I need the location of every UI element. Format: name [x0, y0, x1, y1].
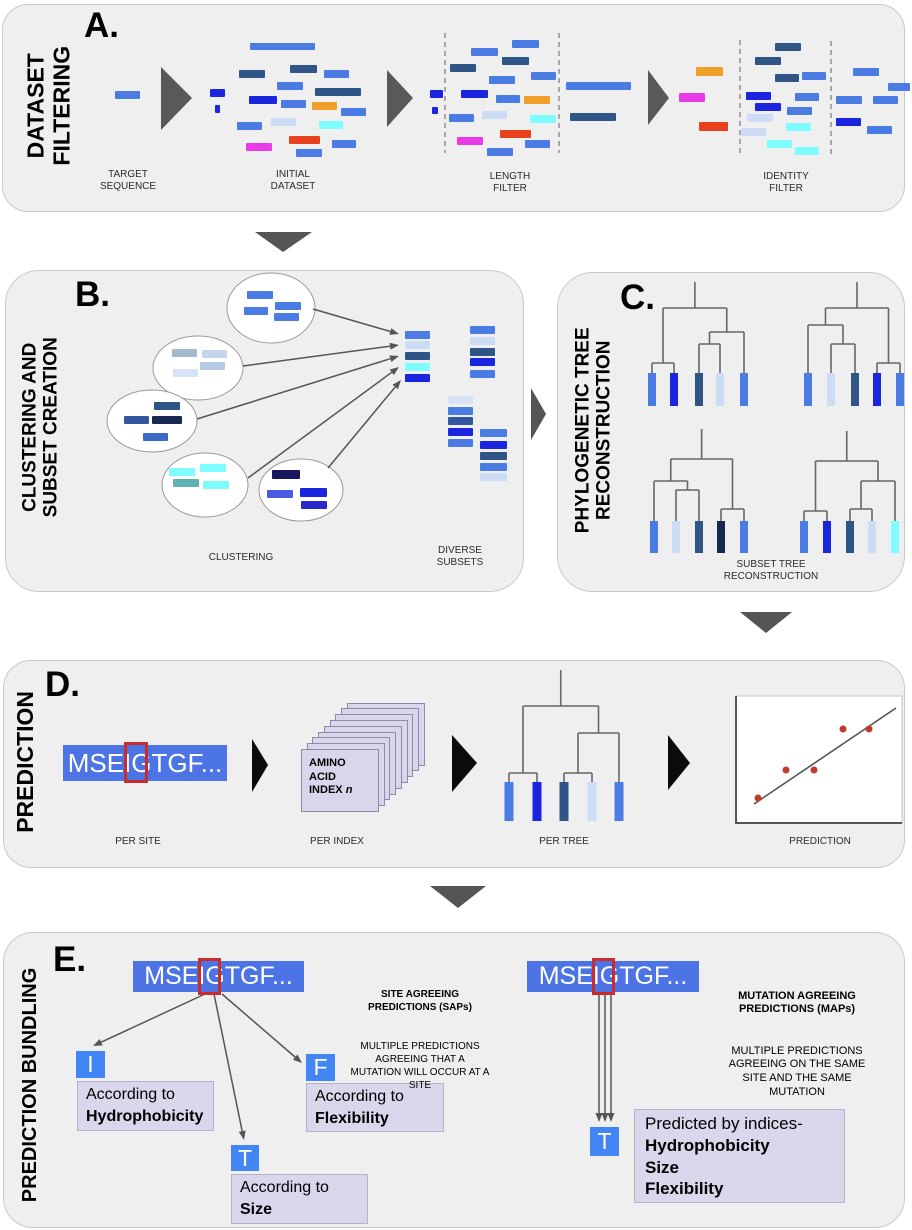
side-label-prediction-bundling: PREDICTION BUNDLING — [18, 967, 41, 1203]
mutation-site-highlight-sap — [198, 958, 221, 995]
side-label-dataset-filtering: DATASET FILTERING — [22, 45, 74, 166]
note-keyword: Size — [645, 1157, 680, 1177]
note-size: According to Size — [231, 1174, 368, 1224]
caption-prediction: PREDICTION — [789, 836, 851, 847]
doc-line-index-n: n — [345, 784, 353, 796]
mutation-site-highlight-map — [592, 958, 615, 995]
map-title: MUTATION AGREEING PREDICTIONS (MAPs) — [738, 989, 856, 1016]
doc-line-index: INDEX — [309, 784, 346, 796]
panel-d-letter: D. — [45, 665, 80, 704]
map-body: MULTIPLE PREDICTIONS AGREEING ON THE SAM… — [728, 1044, 866, 1098]
note-line: Predicted by indices- — [645, 1114, 803, 1133]
residue-box-i: I — [76, 1051, 105, 1078]
panel-a-letter: A. — [84, 6, 119, 45]
note-line: According to — [315, 1088, 404, 1105]
caption-initial-dataset: INITIAL DATASET — [270, 169, 316, 192]
panel-b-letter: B. — [75, 275, 110, 314]
caption-length-filter: LENGTH FILTER — [489, 171, 531, 194]
side-label-phylogenetic-tree-reconstruction: PHYLOGENETIC TREE RECONSTRUCTION — [572, 327, 615, 534]
caption-target-sequence: TARGET SEQUENCE — [99, 169, 157, 192]
note-keyword: Hydrophobicity — [645, 1135, 770, 1155]
caption-per-site: PER SITE — [115, 836, 161, 847]
note-flexibility: According to Flexibility — [306, 1083, 444, 1132]
note-keyword: Hydrophobicity — [86, 1108, 204, 1126]
note-line: According to — [86, 1086, 175, 1103]
doc-line-amino: AMINO — [309, 757, 346, 769]
panel-c-letter: C. — [620, 278, 655, 317]
sap-definition: SITE AGREEING PREDICTIONS (SAPs) MULTIPL… — [345, 962, 495, 1118]
caption-identity-filter: IDENTITY FILTER — [763, 171, 809, 194]
caption-per-index: PER INDEX — [310, 836, 364, 847]
note-line: According to — [240, 1179, 329, 1196]
sap-title: SITE AGREEING PREDICTIONS (SAPs) — [368, 989, 472, 1013]
side-label-prediction: PREDICTION — [12, 690, 39, 833]
caption-per-tree: PER TREE — [539, 836, 589, 847]
note-hydrophobicity: According to Hydrophobicity — [77, 1081, 214, 1131]
note-keyword: Size — [240, 1201, 273, 1219]
caption-clustering: CLUSTERING — [208, 552, 274, 563]
map-definition: MUTATION AGREEING PREDICTIONS (MAPs) MUL… — [704, 962, 890, 1127]
sap-body: MULTIPLE PREDICTIONS AGREEING THAT A MUT… — [350, 1041, 490, 1091]
index-document-page — [301, 749, 379, 812]
panel-dataset-filtering — [2, 4, 905, 212]
residue-box-t-map: T — [590, 1127, 619, 1156]
note-keyword: Flexibility — [645, 1179, 724, 1199]
panel-e-letter: E. — [53, 940, 87, 979]
doc-line-acid: ACID — [309, 770, 336, 783]
amino-acid-index-label: AMINO ACID INDEX n — [309, 757, 352, 798]
side-label-clustering-subset-creation: CLUSTERING AND SUBSET CREATION — [19, 337, 62, 518]
residue-box-t: T — [231, 1145, 259, 1171]
sequence-box-prediction: MSEIGTGF... — [63, 745, 227, 781]
residue-box-f: F — [306, 1054, 335, 1081]
mutation-site-highlight — [124, 742, 148, 783]
caption-diverse-subsets: DIVERSE SUBSETS — [436, 545, 484, 568]
note-keyword: Flexibility — [315, 1110, 389, 1128]
caption-subset-tree-reconstruction: SUBSET TREE RECONSTRUCTION — [723, 559, 819, 582]
note-predicted-by-indices: Predicted by indices- Hydrophobicity Siz… — [634, 1109, 845, 1203]
